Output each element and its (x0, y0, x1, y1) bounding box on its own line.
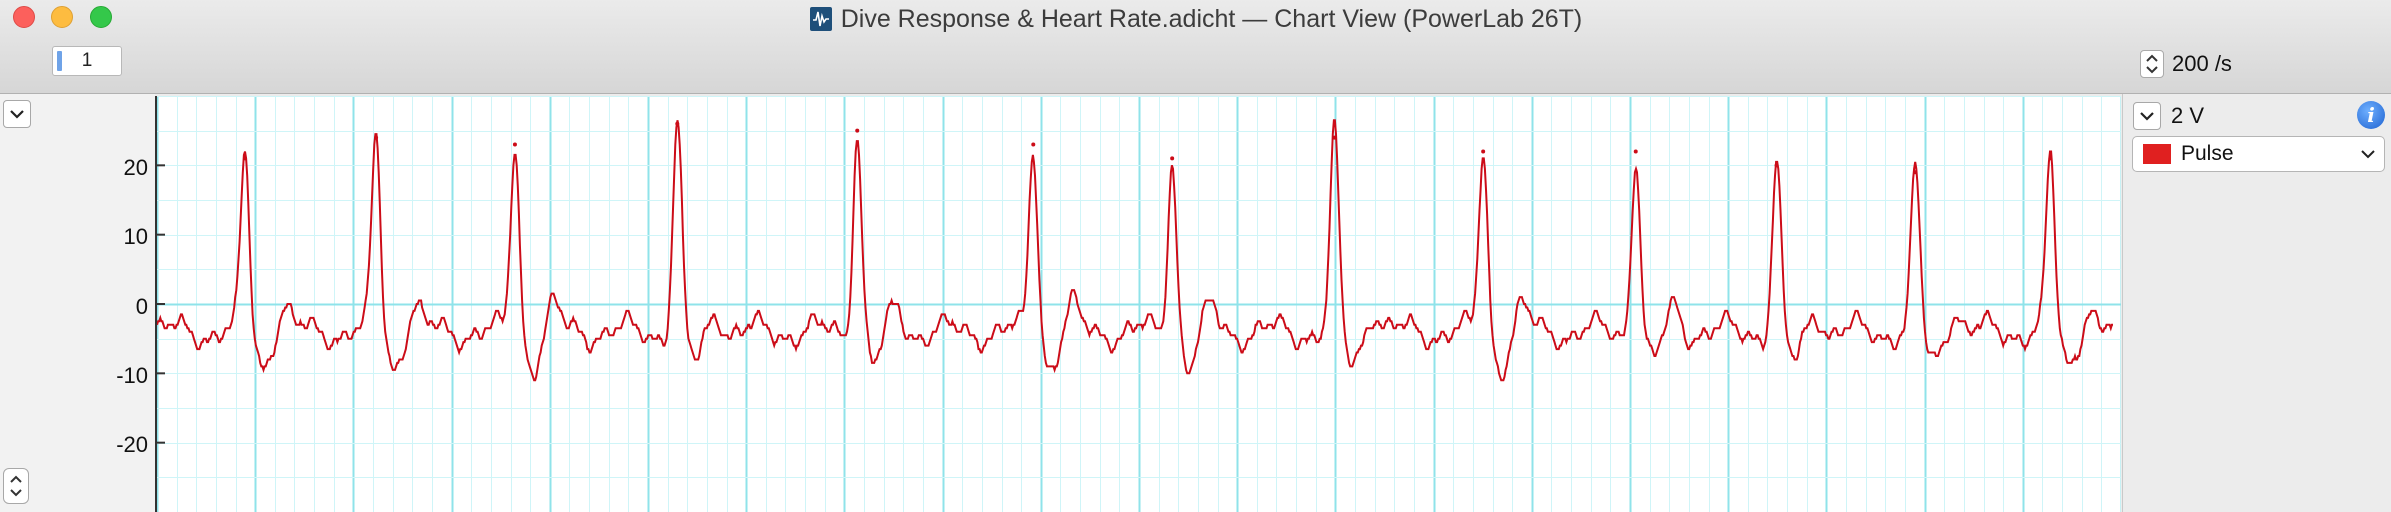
y-tick-label: -20 (116, 432, 148, 457)
vertical-axis-strip (0, 94, 155, 512)
pulse-peak-point (2048, 156, 2053, 161)
pulse-peak-point (1332, 135, 1337, 140)
info-icon[interactable]: i (2357, 101, 2385, 129)
sample-rate-stepper[interactable] (2140, 50, 2164, 78)
pulse-series-line (156, 119, 2113, 382)
minimize-window-button[interactable] (51, 6, 73, 28)
pulse-peak-point (1774, 163, 1779, 168)
pulse-peak-point (1913, 170, 1918, 175)
pulse-peak-point (512, 142, 517, 147)
y-axis-line (155, 96, 157, 512)
window-title-bar: Dive Response & Heart Rate.adicht — Char… (0, 2, 2391, 36)
chevron-down-icon (2140, 112, 2154, 121)
close-window-button[interactable] (13, 6, 35, 28)
channel-panel: 2 V i Pulse (2122, 94, 2391, 512)
chevron-down-icon (2361, 150, 2375, 159)
adi-waveform-document-icon (809, 7, 832, 31)
up-down-chevron-icon (10, 475, 22, 497)
pulse-peak-point (675, 121, 680, 126)
chart-plot-area[interactable] (156, 96, 2123, 512)
pulse-peak-point (1633, 149, 1638, 154)
chevron-down-icon (10, 110, 24, 119)
vertical-zoom-stepper[interactable] (3, 468, 29, 504)
page-field-marker (57, 51, 62, 71)
pulse-peak-point (1170, 156, 1175, 161)
pulse-peak-point (243, 156, 248, 161)
scale-menu-button[interactable] (3, 100, 31, 128)
y-tick-label: 20 (123, 155, 148, 180)
channel-selector[interactable]: Pulse (2132, 136, 2385, 172)
channel-name: Pulse (2181, 142, 2234, 165)
up-down-chevron-icon (2146, 54, 2158, 74)
pulse-peak-point (1481, 149, 1486, 154)
sample-rate-label: 200 /s (2172, 51, 2232, 76)
channel-range-menu-button[interactable] (2133, 102, 2161, 130)
pulse-peak-point (374, 135, 379, 140)
y-tick-label: 0 (135, 294, 148, 319)
pulse-trace-chart[interactable] (156, 96, 2123, 512)
title-toolbar: Dive Response & Heart Rate.adicht — Char… (0, 0, 2391, 94)
pulse-peak-point (855, 128, 860, 133)
window-title: Dive Response & Heart Rate.adicht — Char… (840, 5, 1583, 33)
y-tick-label: 10 (123, 224, 148, 249)
y-tick-label: -10 (116, 363, 148, 388)
zoom-window-button[interactable] (90, 6, 112, 28)
page-number-field[interactable]: 1 (52, 46, 122, 76)
page-number-value: 1 (81, 50, 93, 71)
channel-color-swatch (2143, 144, 2171, 164)
pulse-peak-point (1031, 142, 1036, 147)
channel-range-label: 2 V (2171, 103, 2205, 128)
